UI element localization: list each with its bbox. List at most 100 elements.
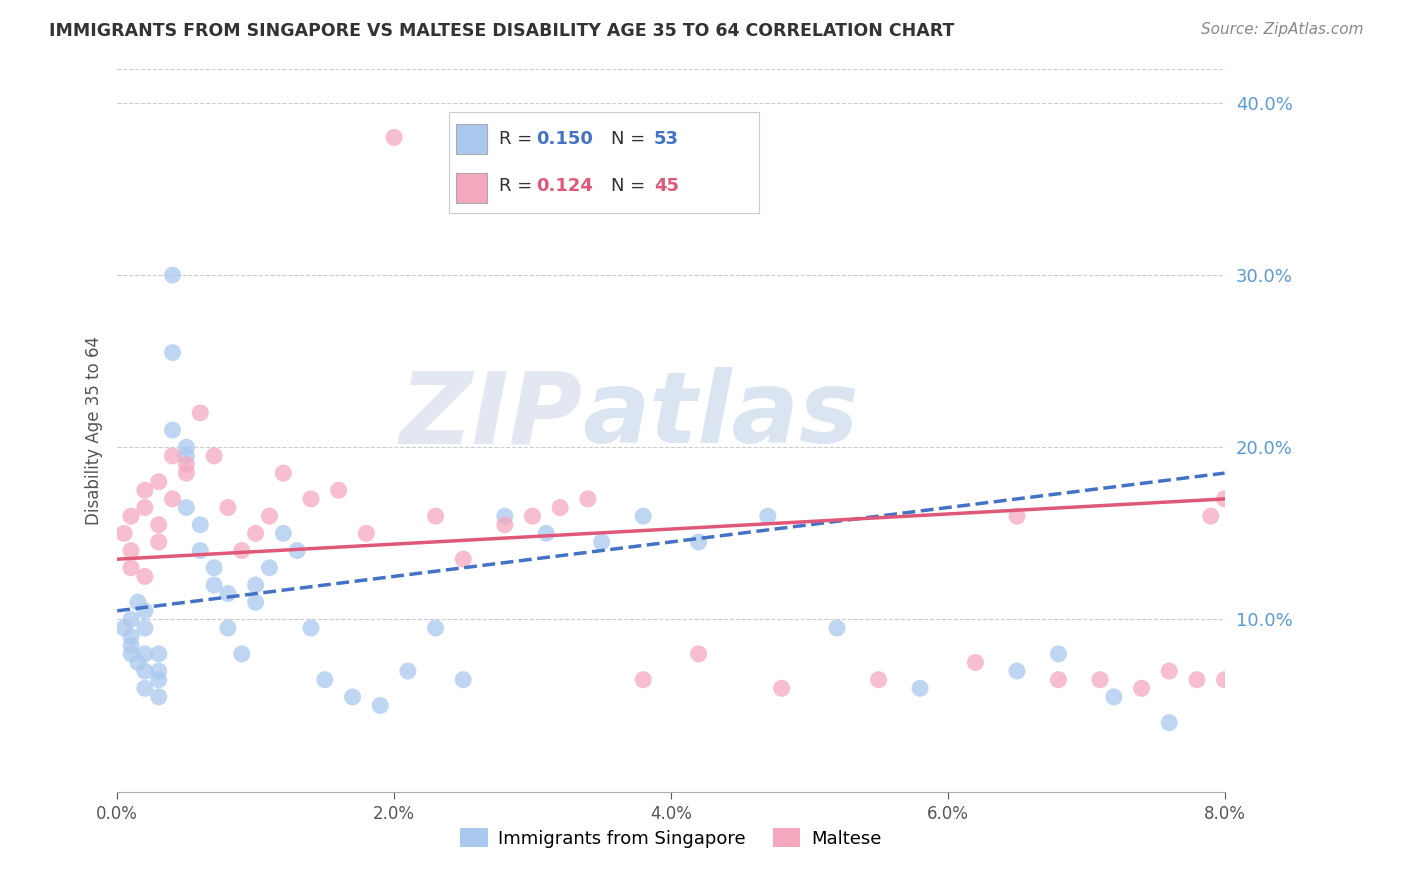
Point: [1213, 673, 1236, 687]
Text: N =: N =: [610, 177, 651, 194]
Text: 45: 45: [654, 177, 679, 194]
Point: [425, 621, 447, 635]
Point: [245, 595, 267, 609]
Point: [868, 673, 890, 687]
Point: [231, 543, 253, 558]
Point: [176, 466, 198, 480]
Point: [202, 449, 225, 463]
Point: [576, 491, 599, 506]
Point: [299, 621, 322, 635]
Point: [368, 698, 391, 713]
Point: [591, 535, 613, 549]
Point: [548, 500, 571, 515]
Point: [451, 673, 474, 687]
Point: [1159, 664, 1181, 678]
Text: IMMIGRANTS FROM SINGAPORE VS MALTESE DISABILITY AGE 35 TO 64 CORRELATION CHART: IMMIGRANTS FROM SINGAPORE VS MALTESE DIS…: [49, 22, 955, 40]
Text: R =: R =: [499, 130, 538, 148]
Point: [1199, 509, 1222, 524]
Point: [342, 690, 364, 704]
Point: [494, 509, 516, 524]
Point: [112, 621, 135, 635]
Point: [127, 595, 149, 609]
Point: [217, 586, 239, 600]
Y-axis label: Disability Age 35 to 64: Disability Age 35 to 64: [86, 335, 103, 524]
Point: [134, 681, 156, 696]
Point: [245, 526, 267, 541]
Text: atlas: atlas: [582, 368, 859, 464]
Point: [908, 681, 931, 696]
Point: [162, 268, 184, 282]
Point: [1185, 673, 1208, 687]
Point: [1088, 673, 1111, 687]
Point: [522, 509, 544, 524]
Point: [217, 621, 239, 635]
Point: [285, 543, 308, 558]
Point: [148, 535, 170, 549]
Point: [148, 690, 170, 704]
Point: [202, 561, 225, 575]
Point: [425, 509, 447, 524]
Point: [134, 621, 156, 635]
Point: [134, 500, 156, 515]
Point: [176, 458, 198, 472]
Point: [631, 509, 654, 524]
Point: [188, 543, 211, 558]
Point: [965, 656, 987, 670]
Point: [259, 509, 281, 524]
FancyBboxPatch shape: [456, 124, 486, 154]
Point: [134, 483, 156, 498]
Text: ZIP: ZIP: [399, 368, 582, 464]
Text: 0.150: 0.150: [536, 130, 593, 148]
Point: [382, 130, 405, 145]
Point: [188, 517, 211, 532]
Point: [259, 561, 281, 575]
Point: [148, 673, 170, 687]
Point: [162, 423, 184, 437]
Point: [631, 673, 654, 687]
Point: [245, 578, 267, 592]
Point: [162, 491, 184, 506]
Point: [162, 345, 184, 359]
Point: [536, 526, 558, 541]
Point: [756, 509, 779, 524]
Point: [176, 449, 198, 463]
Point: [134, 569, 156, 583]
Point: [328, 483, 350, 498]
Point: [120, 561, 142, 575]
Point: [176, 440, 198, 454]
Point: [176, 500, 198, 515]
Text: N =: N =: [610, 130, 651, 148]
Point: [120, 630, 142, 644]
Point: [770, 681, 793, 696]
Point: [134, 664, 156, 678]
Point: [1047, 673, 1070, 687]
Point: [202, 578, 225, 592]
Point: [1005, 509, 1028, 524]
Point: [127, 656, 149, 670]
Point: [451, 552, 474, 566]
Point: [120, 612, 142, 626]
Point: [120, 638, 142, 652]
FancyBboxPatch shape: [456, 173, 486, 203]
Point: [1213, 491, 1236, 506]
Point: [271, 466, 294, 480]
Point: [148, 647, 170, 661]
Point: [1102, 690, 1125, 704]
Point: [1047, 647, 1070, 661]
Point: [396, 664, 419, 678]
Point: [148, 517, 170, 532]
Point: [314, 673, 336, 687]
Text: R =: R =: [499, 177, 538, 194]
Point: [356, 526, 378, 541]
Point: [120, 647, 142, 661]
Text: 0.124: 0.124: [536, 177, 593, 194]
Point: [299, 491, 322, 506]
Point: [688, 647, 710, 661]
Point: [1005, 664, 1028, 678]
Text: Source: ZipAtlas.com: Source: ZipAtlas.com: [1201, 22, 1364, 37]
Point: [1130, 681, 1153, 696]
Point: [825, 621, 848, 635]
Legend: Immigrants from Singapore, Maltese: Immigrants from Singapore, Maltese: [453, 821, 889, 855]
Point: [162, 449, 184, 463]
Point: [134, 647, 156, 661]
